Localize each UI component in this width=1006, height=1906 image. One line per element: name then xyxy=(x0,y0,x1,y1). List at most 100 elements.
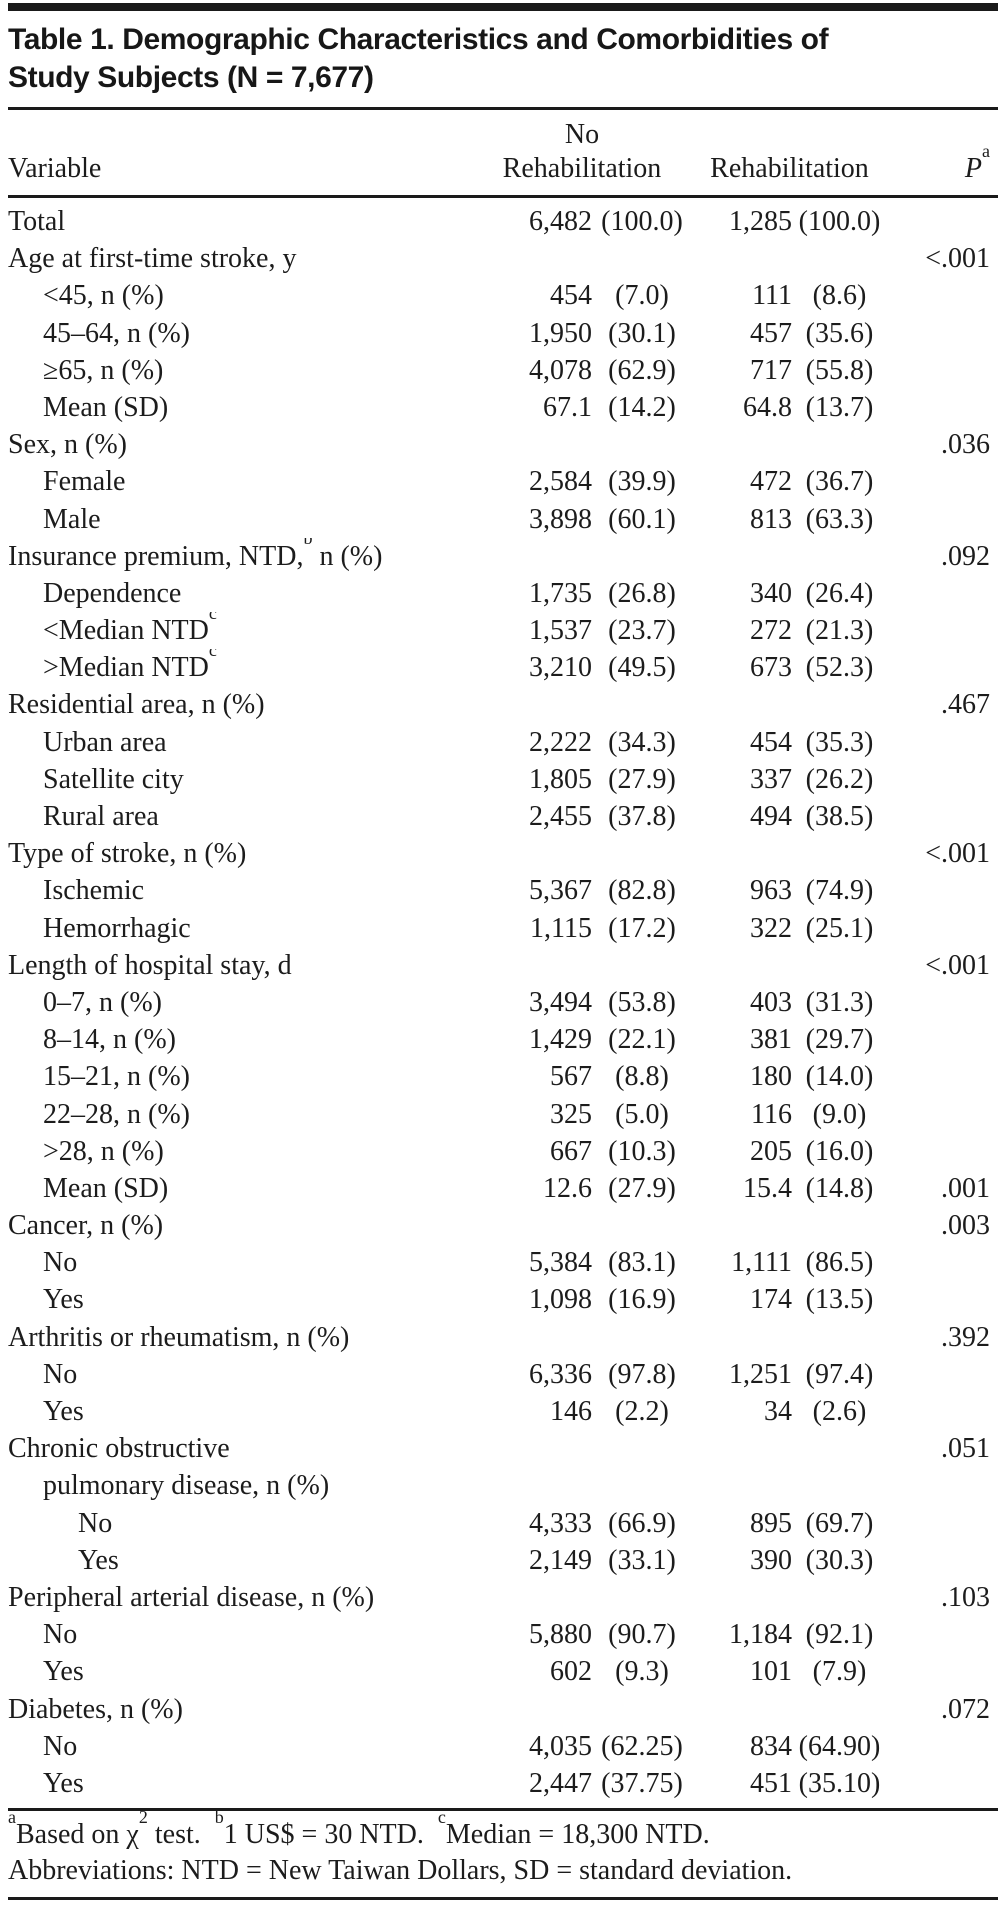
footnotes: aBased on χ2 test. b1 US$ = 30 NTD. cMed… xyxy=(8,1806,998,1897)
rehab-value: 813 (63.3) xyxy=(750,503,874,535)
rehab-value: 963 (74.9) xyxy=(750,875,874,907)
row-label: Yes xyxy=(43,1396,84,1427)
table-row: 22–28, n (%) 325 (5.0) 116 (9.0) xyxy=(8,1096,998,1133)
rehab-value: 390 (30.3) xyxy=(750,1544,874,1576)
rehab-value xyxy=(692,1430,887,1467)
rehab-value xyxy=(692,947,887,984)
table-row: ≥65, n (%) 4,078 (62.9) 717 (55.8) xyxy=(8,352,998,389)
table-row: Yes 2,149 (33.1) 390 (30.3) xyxy=(8,1542,998,1579)
no-rehab-value xyxy=(472,426,692,463)
p-value: .001 xyxy=(941,1172,990,1204)
row-label: Total xyxy=(8,206,66,237)
p-value xyxy=(887,1542,998,1579)
row-label: Yes xyxy=(43,1656,84,1688)
no-rehab-value xyxy=(472,1691,692,1728)
row-label: Cancer, n (%) xyxy=(8,1210,164,1242)
row-label: No xyxy=(43,1730,78,1762)
p-value: <.001 xyxy=(925,838,990,870)
table-row: Hemorrhagic 1,115 (17.2) 322 (25.1) xyxy=(8,910,998,947)
no-rehab-value xyxy=(472,1319,692,1356)
p-value xyxy=(887,575,998,612)
no-rehab-value: 3,210 (49.5) xyxy=(529,652,676,684)
row-label: Length of hospital stay, d xyxy=(8,949,292,981)
row-label: 45–64, n (%) xyxy=(43,317,190,349)
p-value xyxy=(887,724,998,761)
rehab-value: 15.4 (14.8) xyxy=(743,1172,874,1204)
table-row: Urban area 2,222 (34.3) 454 (35.3) xyxy=(8,724,998,761)
table-row: Mean (SD) 12.6 (27.9) 15.4 (14.8) .001 xyxy=(8,1170,998,1207)
table-row: Length of hospital stay, d <.001 xyxy=(8,947,998,984)
table-row: No 4,333 (66.9) 895 (69.7) xyxy=(8,1505,998,1542)
p-value xyxy=(887,203,998,240)
table-row: 15–21, n (%) 567 (8.8) 180 (14.0) xyxy=(8,1058,998,1095)
table-row: Yes 1,098 (16.9) 174 (13.5) xyxy=(8,1281,998,1318)
footnote-line: aBased on χ2 test. b1 US$ = 30 NTD. cMed… xyxy=(8,1806,710,1851)
no-rehab-value: 1,537 (23.7) xyxy=(529,615,676,647)
row-label: No xyxy=(43,1358,78,1390)
p-value: .392 xyxy=(941,1321,990,1353)
no-rehab-value xyxy=(472,1579,692,1616)
rehab-value xyxy=(692,426,887,463)
rehab-value xyxy=(692,835,887,872)
rehab-value: 1,285 (100.0) xyxy=(729,206,881,237)
row-label: >28, n (%) xyxy=(43,1135,164,1167)
rehab-value xyxy=(692,538,887,575)
no-rehab-value: 2,222 (34.3) xyxy=(529,726,676,758)
row-label: pulmonary disease, n (%) xyxy=(43,1470,330,1502)
rehab-value: 454 (35.3) xyxy=(750,726,874,758)
p-value xyxy=(887,1021,998,1058)
row-label: Rural area xyxy=(43,801,159,832)
table-row: Diabetes, n (%) .072 xyxy=(8,1691,998,1728)
rehab-value: 111 (8.6) xyxy=(752,280,867,312)
row-label: Insurance premium, NTD,b n (%) xyxy=(8,537,383,572)
row-label: Mean (SD) xyxy=(43,391,169,423)
column-header-p: Pa xyxy=(964,140,990,184)
no-rehab-value: 1,735 (26.8) xyxy=(529,577,676,609)
row-label: Urban area xyxy=(43,726,167,758)
p-value xyxy=(887,1653,998,1690)
no-rehab-value xyxy=(472,240,692,277)
rehab-value: 381 (29.7) xyxy=(750,1024,874,1056)
table-row: pulmonary disease, n (%) xyxy=(8,1467,998,1504)
rehab-value: 34 (2.6) xyxy=(764,1396,867,1427)
no-rehab-value: 146 (2.2) xyxy=(550,1396,669,1427)
no-rehab-value: 67.1 (14.2) xyxy=(543,391,676,423)
row-label: Female xyxy=(43,466,126,498)
table-row: Peripheral arterial disease, n (%) .103 xyxy=(8,1579,998,1616)
p-value xyxy=(887,872,998,909)
rehab-value xyxy=(692,1691,887,1728)
row-label: Ischemic xyxy=(43,875,145,907)
row-label: Dependence xyxy=(43,577,182,609)
table-title-line1: Table 1. Demographic Characteristics and… xyxy=(8,23,829,56)
top-rule xyxy=(8,3,998,11)
table-row: Rural area 2,455 (37.8) 494 (38.5) xyxy=(8,798,998,835)
no-rehab-value: 4,333 (66.9) xyxy=(529,1507,676,1539)
table-row: Residential area, n (%) .467 xyxy=(8,686,998,723)
p-value xyxy=(887,389,998,426)
p-value xyxy=(887,352,998,389)
table-row: 0–7, n (%) 3,494 (53.8) 403 (31.3) xyxy=(8,984,998,1021)
title-divider xyxy=(8,107,998,110)
rehab-value: 180 (14.0) xyxy=(750,1061,874,1093)
p-value xyxy=(887,1616,998,1653)
no-rehab-value: 454 (7.0) xyxy=(550,280,669,312)
no-rehab-value: 2,455 (37.8) xyxy=(529,801,676,832)
table-row: Insurance premium, NTD,b n (%) .092 xyxy=(8,538,998,575)
table-row: Yes 2,447 (37.75) 451 (35.10) xyxy=(8,1765,998,1802)
p-value xyxy=(887,649,998,686)
table-row: >28, n (%) 667 (10.3) 205 (16.0) xyxy=(8,1133,998,1170)
row-label: Sex, n (%) xyxy=(8,429,127,461)
row-label: 15–21, n (%) xyxy=(43,1061,190,1093)
no-rehab-value: 1,805 (27.9) xyxy=(529,763,676,795)
no-rehab-value: 3,898 (60.1) xyxy=(529,503,676,535)
no-rehab-value: 12.6 (27.9) xyxy=(543,1172,676,1204)
row-label: 0–7, n (%) xyxy=(43,986,162,1018)
no-rehab-value xyxy=(472,538,692,575)
table-row: No 5,384 (83.1) 1,111 (86.5) xyxy=(8,1244,998,1281)
table-header-row: Variable No Rehabilitation Rehabilitatio… xyxy=(8,110,998,195)
rehab-value: 101 (7.9) xyxy=(750,1656,867,1688)
row-label: 8–14, n (%) xyxy=(43,1024,176,1056)
p-value xyxy=(887,1096,998,1133)
no-rehab-value: 4,078 (62.9) xyxy=(529,354,676,386)
table-row: Arthritis or rheumatism, n (%) .392 xyxy=(8,1319,998,1356)
